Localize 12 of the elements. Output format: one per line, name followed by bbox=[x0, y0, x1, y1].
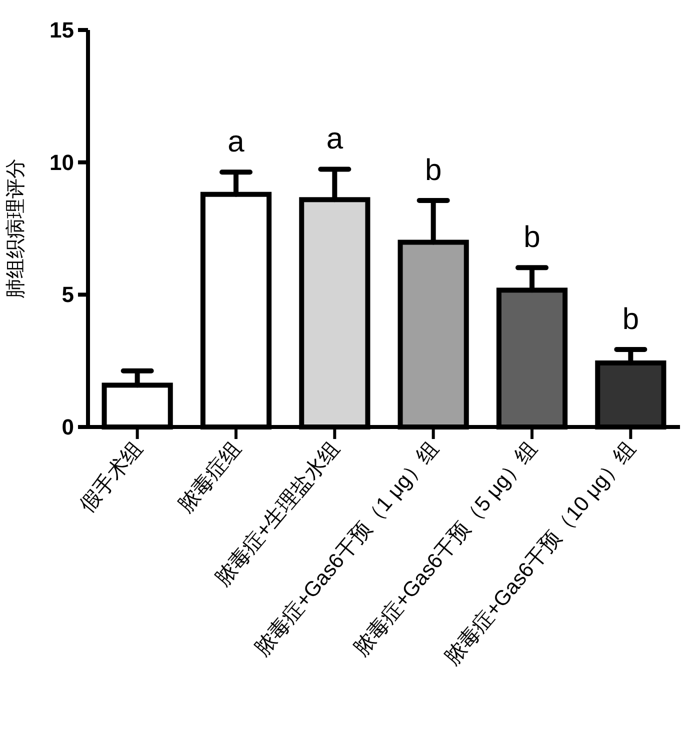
x-tick-label: 假手术组 bbox=[76, 437, 148, 517]
annotation: a bbox=[228, 126, 245, 159]
annotation: a bbox=[326, 122, 344, 156]
y-tick-label: 15 bbox=[50, 18, 74, 42]
y-tick-label: 0 bbox=[62, 414, 74, 440]
x-tick-label: 脓毒症组 bbox=[174, 437, 246, 517]
annotation: b bbox=[622, 302, 640, 336]
y-tick-label: 5 bbox=[62, 282, 74, 308]
annotation: b bbox=[524, 221, 540, 254]
y-axis-title: 肺组织病理评分 bbox=[5, 158, 27, 298]
annotation: b bbox=[424, 154, 442, 187]
y-tick-label: 10 bbox=[50, 150, 74, 175]
